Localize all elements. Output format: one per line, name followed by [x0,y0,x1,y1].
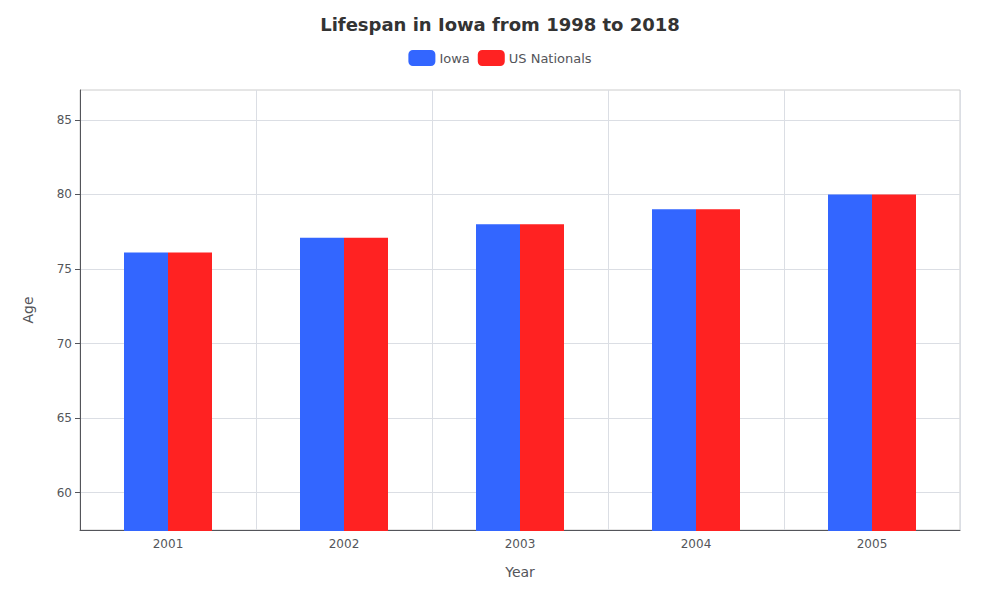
svg-text:Year: Year [504,564,535,580]
svg-text:2003: 2003 [505,537,536,551]
svg-text:2004: 2004 [681,537,712,551]
svg-text:65: 65 [57,411,72,425]
svg-text:Age: Age [20,296,36,323]
svg-text:2001: 2001 [153,537,184,551]
svg-text:60: 60 [57,486,72,500]
svg-text:70: 70 [57,337,72,351]
svg-text:US Nationals: US Nationals [509,51,592,66]
svg-text:Lifespan in Iowa from 1998 to: Lifespan in Iowa from 1998 to 2018 [320,14,680,35]
svg-text:80: 80 [57,187,72,201]
svg-text:2005: 2005 [857,537,888,551]
svg-text:85: 85 [57,113,72,127]
svg-text:2002: 2002 [329,537,360,551]
svg-text:Iowa: Iowa [439,51,469,66]
svg-text:75: 75 [57,262,72,276]
